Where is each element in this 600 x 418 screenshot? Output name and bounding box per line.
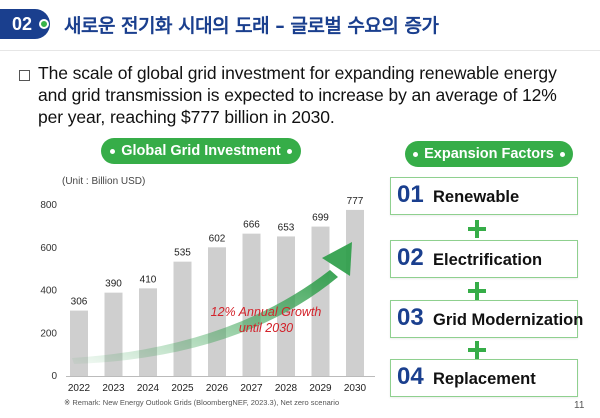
bar-2022 (70, 310, 88, 376)
bar-2025 (173, 261, 192, 376)
value-label-2030: 777 (347, 196, 364, 207)
factors-title: Expansion Factors (424, 146, 554, 162)
factor-number: 04 (397, 363, 424, 390)
dot-icon (286, 148, 292, 154)
value-label-2027: 666 (243, 220, 260, 231)
checkbox-bullet-icon (19, 70, 30, 81)
value-label-2024: 410 (140, 274, 157, 285)
value-label-2026: 602 (209, 233, 226, 244)
factor-number: 03 (397, 304, 424, 331)
x-tick-label-2026: 2026 (206, 383, 229, 394)
x-tick-label-2027: 2027 (240, 383, 263, 394)
bar-2030 (346, 209, 364, 376)
source-remark: ※ Remark: New Energy Outlook Grids (Bloo… (64, 398, 340, 407)
summary-text: The scale of global grid investment for … (38, 63, 557, 127)
chart-title: Global Grid Investment (121, 143, 281, 159)
value-label-2025: 535 (174, 248, 191, 259)
chart-title-pill: Global Grid Investment (101, 138, 301, 164)
x-tick-label-2022: 2022 (68, 383, 91, 394)
y-tick-label: 200 (40, 328, 57, 339)
plus-icon (468, 220, 486, 238)
bar-2024 (139, 288, 157, 376)
y-tick-label: 0 (51, 371, 57, 382)
factor-label: Replacement (433, 370, 536, 388)
growth-annotation-line: 12% Annual Growth (211, 305, 322, 319)
growth-arrow-head (322, 242, 352, 276)
value-label-2022: 306 (71, 297, 88, 308)
x-tick-label-2024: 2024 (137, 383, 160, 394)
factor-box-electrification: 02 Electrification (390, 240, 578, 278)
factor-box-replacement: 04 Replacement (390, 359, 578, 397)
bar-2026 (208, 247, 226, 376)
bar-2023 (104, 292, 123, 376)
plus-icon (468, 282, 486, 300)
factor-label: Renewable (433, 188, 520, 206)
dot-icon (110, 148, 116, 154)
factor-box-renewable: 01 Renewable (390, 177, 578, 215)
x-tick-label-2023: 2023 (102, 383, 125, 394)
y-tick-label: 600 (40, 243, 57, 254)
bar-2027 (242, 233, 261, 376)
growth-annotation-line: until 2030 (239, 321, 293, 335)
factor-label: Electrification (433, 251, 543, 269)
dot-icon (413, 151, 419, 157)
x-tick-label-2030: 2030 (344, 383, 367, 394)
x-tick-label-2025: 2025 (171, 383, 194, 394)
factor-number: 01 (397, 181, 424, 208)
value-label-2029: 699 (312, 213, 329, 224)
bar-2029 (311, 226, 330, 376)
value-label-2028: 653 (278, 222, 295, 233)
factors-title-pill: Expansion Factors (405, 141, 573, 167)
factor-box-grid-modernization: 03 Grid Modernization (390, 300, 583, 338)
unit-label: (Unit : Billion USD) (62, 176, 146, 187)
y-tick-label: 400 (40, 286, 57, 297)
factor-number: 02 (397, 244, 424, 271)
header-bar: 02 새로운 전기화 시대의 도래 – 글로벌 수요의 증가 (0, 0, 600, 50)
page-title: 새로운 전기화 시대의 도래 – 글로벌 수요의 증가 (64, 15, 439, 37)
factor-label: Grid Modernization (433, 311, 584, 329)
dot-icon (559, 151, 565, 157)
bar-chart: 0 200 400 600 800 306 2022 390 2023 410 2024 535 202… (40, 196, 375, 394)
page-number: 11 (574, 400, 585, 411)
x-tick-label-2028: 2028 (275, 383, 298, 394)
x-tick-label-2029: 2029 (309, 383, 332, 394)
plus-icon (468, 341, 486, 359)
header-divider (0, 50, 600, 51)
value-label-2023: 390 (105, 279, 122, 290)
y-tick-label: 800 (40, 200, 57, 211)
section-dot-icon (39, 19, 49, 29)
